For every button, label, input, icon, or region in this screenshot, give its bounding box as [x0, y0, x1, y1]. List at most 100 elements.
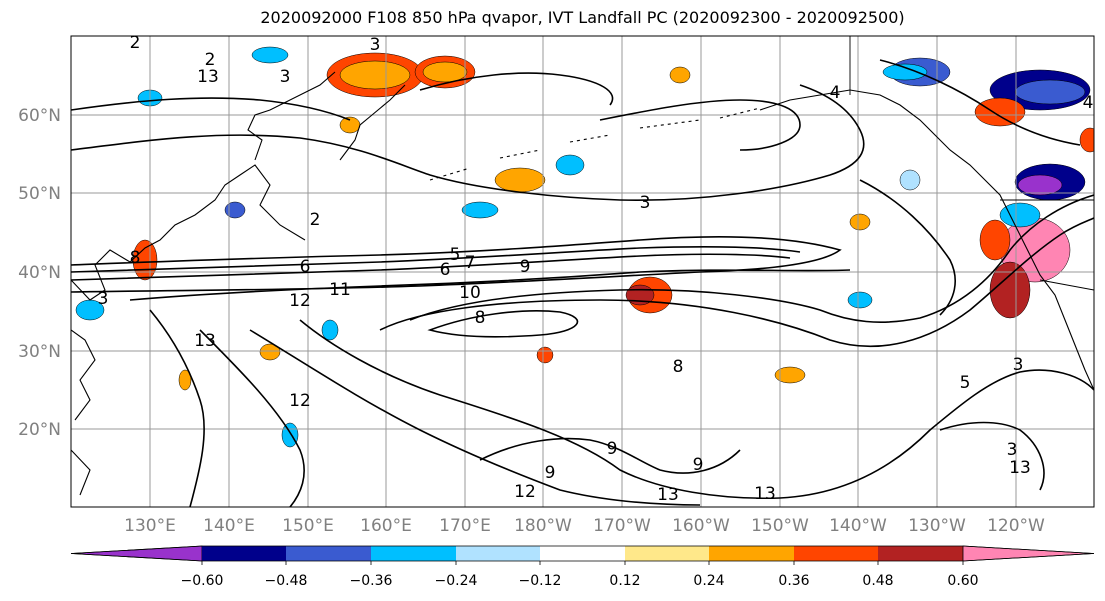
contour-label: 2 [205, 50, 216, 70]
contour-label: 6 [300, 257, 311, 277]
anomaly-patch [899, 169, 921, 191]
longitude-label: 130°W [908, 516, 966, 536]
anomaly-patch [847, 291, 873, 309]
longitude-labels: 130°E 140°E 150°E 160°E 170°E 180°W 170°W 160°W… [124, 516, 1045, 536]
contour-label: 13 [657, 485, 679, 505]
anomaly-patch [321, 319, 339, 341]
contour-label: 10 [459, 283, 481, 303]
colorbar-swatch [456, 546, 540, 561]
anomaly-patch [1017, 174, 1063, 196]
colorbar-tick-label: 0.48 [862, 573, 893, 589]
lat-lon-grid [71, 36, 1094, 507]
colorbar-tick-label: −0.12 [519, 573, 562, 589]
map-title: 2020092000 F108 850 hPa qvapor, IVT Land… [260, 8, 905, 27]
contour-label: 9 [607, 439, 618, 459]
longitude-label: 150°W [751, 516, 809, 536]
anomaly-patch [461, 201, 499, 219]
anomaly-patch [1014, 79, 1086, 105]
latitude-label: 20°N [18, 420, 61, 440]
longitude-label: 160°E [360, 516, 412, 536]
contour-label: 12 [289, 291, 311, 311]
anomaly-patch [1079, 127, 1094, 153]
anomaly-patch [224, 201, 246, 219]
anomaly-patch [251, 46, 289, 64]
contour-label: 3 [640, 193, 651, 213]
contour-label: 13 [1009, 458, 1031, 478]
colorbar-tick-labels: −0.60 −0.48 −0.36 −0.24 −0.12 0.12 0.24 0.36 0.4… [181, 561, 979, 589]
latitude-label: 60°N [18, 106, 61, 126]
anomaly-patch [178, 369, 192, 391]
anomaly-patch [979, 219, 1011, 261]
longitude-label: 130°E [124, 516, 176, 536]
colorbar-swatch [540, 546, 625, 561]
contour-label: 3 [1013, 355, 1024, 375]
latitude-label: 30°N [18, 342, 61, 362]
contour-label: 5 [960, 373, 971, 393]
longitude-label: 170°W [593, 516, 651, 536]
contour-label: 11 [329, 280, 351, 300]
longitude-label: 170°E [439, 516, 491, 536]
colorbar-tick-label: 0.12 [609, 573, 640, 589]
contour-label: 9 [693, 455, 704, 475]
colorbar-tick-label: 0.36 [778, 573, 809, 589]
anomaly-patch [422, 61, 468, 83]
colorbar-tick-label: −0.48 [265, 573, 308, 589]
longitude-label: 140°W [829, 516, 887, 536]
contour-label: 2 [130, 33, 141, 53]
colorbar-tick-label: 0.60 [947, 573, 978, 589]
colorbar-swatch [625, 546, 709, 561]
contour-label: 4 [830, 83, 841, 103]
anomaly-patch [999, 202, 1041, 228]
colorbar-tick-label: −0.60 [181, 573, 224, 589]
colorbar-swatches [70, 545, 1095, 562]
longitude-label: 120°W [987, 516, 1045, 536]
contour-label: 3 [98, 289, 109, 309]
anomaly-patch [774, 366, 806, 384]
colorbar-tick-label: 0.24 [693, 573, 724, 589]
longitude-label: 180°W [514, 516, 572, 536]
latitude-label: 40°N [18, 263, 61, 283]
contour-label: 5 [450, 245, 461, 265]
colorbar-tick-label: −0.24 [435, 573, 478, 589]
contour-label: 7 [465, 253, 476, 273]
colorbar-swatch [878, 546, 963, 561]
contour-label: 13 [754, 484, 776, 504]
anomaly-patch [882, 63, 928, 81]
colorbar-tick-label: −0.36 [350, 573, 393, 589]
ivt-contours [71, 59, 1094, 507]
colorbar-swatch [371, 546, 456, 561]
colorbar-swatch [202, 546, 286, 561]
contour-label: 6 [440, 260, 451, 280]
longitude-label: 140°E [203, 516, 255, 536]
anomaly-patch [989, 261, 1031, 319]
map-frame [70, 35, 1095, 508]
longitude-label: 160°W [672, 516, 730, 536]
colorbar-swatch [962, 545, 1095, 562]
anomaly-patch [669, 66, 691, 84]
contour-label: 13 [197, 67, 219, 87]
latitude-label: 50°N [18, 184, 61, 204]
anomaly-patch [259, 343, 281, 361]
colorbar-swatch [709, 546, 794, 561]
longitude-label: 150°E [282, 516, 334, 536]
contour-label: 9 [545, 463, 556, 483]
contour-label: 9 [520, 257, 531, 277]
contour-label: 8 [475, 308, 486, 328]
contour-label: 2 [310, 210, 321, 230]
contour-label: 3 [1007, 440, 1018, 460]
contour-label: 12 [289, 391, 311, 411]
contour-label: 8 [130, 248, 141, 268]
colorbar-swatch [286, 546, 371, 561]
anomaly-patch [339, 60, 411, 90]
latitude-labels: 60°N 50°N 40°N 30°N 20°N [18, 106, 61, 440]
contour-label: 4 [1083, 93, 1094, 113]
anomaly-patch [974, 97, 1026, 127]
contour-label: 3 [280, 67, 291, 87]
contour-label: 8 [673, 357, 684, 377]
colorbar-swatch [70, 545, 203, 562]
contour-label: 13 [194, 331, 216, 351]
contour-label: 12 [514, 482, 536, 502]
